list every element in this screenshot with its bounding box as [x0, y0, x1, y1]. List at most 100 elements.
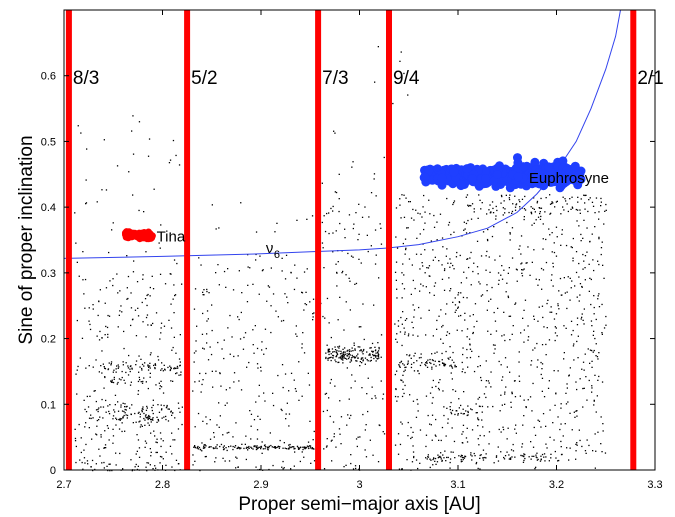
asteroid-point	[425, 362, 427, 364]
asteroid-point	[348, 353, 350, 355]
asteroid-point	[493, 226, 495, 228]
asteroid-point	[152, 322, 154, 325]
asteroid-point	[348, 349, 351, 351]
asteroid-point	[139, 426, 142, 428]
asteroid-point	[225, 389, 227, 391]
asteroid-point	[101, 189, 103, 191]
asteroid-point	[478, 444, 480, 446]
asteroid-point	[201, 442, 203, 444]
asteroid-point	[131, 470, 133, 472]
asteroid-point	[392, 102, 394, 105]
asteroid-point	[148, 424, 150, 426]
asteroid-point	[464, 455, 466, 457]
asteroid-point	[102, 417, 104, 419]
asteroid-point	[404, 238, 407, 240]
asteroid-point	[236, 447, 238, 450]
asteroid-point	[288, 444, 290, 446]
asteroid-point	[416, 360, 418, 362]
asteroid-point	[516, 269, 518, 271]
asteroid-point	[475, 463, 477, 465]
asteroid-point	[588, 444, 590, 447]
asteroid-point	[439, 213, 442, 215]
asteroid-point	[215, 446, 217, 448]
asteroid-point	[261, 441, 263, 443]
asteroid-point	[343, 351, 345, 353]
asteroid-point	[147, 155, 150, 157]
asteroid-point	[146, 294, 148, 297]
asteroid-point	[152, 399, 154, 401]
asteroid-point	[197, 448, 199, 450]
x-tick-label: 3.3	[647, 479, 662, 491]
asteroid-point	[404, 366, 406, 369]
asteroid-point	[126, 287, 128, 289]
asteroid-point	[362, 359, 364, 361]
asteroid-point	[204, 456, 206, 458]
asteroid-point	[592, 334, 594, 336]
asteroid-point	[76, 319, 78, 322]
asteroid-point	[560, 453, 563, 456]
asteroid-point	[485, 255, 487, 257]
asteroid-point	[480, 295, 482, 297]
asteroid-point	[579, 209, 581, 211]
asteroid-point	[580, 198, 582, 200]
asteroid-point	[321, 182, 323, 184]
asteroid-point	[308, 447, 310, 450]
asteroid-point	[209, 438, 212, 440]
asteroid-point	[500, 274, 502, 276]
asteroid-point	[454, 297, 456, 299]
asteroid-point	[435, 385, 437, 388]
asteroid-point	[462, 458, 464, 461]
asteroid-point	[195, 340, 197, 342]
asteroid-point	[418, 357, 421, 359]
asteroid-point	[396, 341, 398, 343]
y-tick-label: 0.4	[41, 202, 56, 214]
asteroid-point	[485, 380, 488, 382]
asteroid-point	[112, 415, 115, 417]
asteroid-point	[170, 327, 173, 329]
asteroid-point	[287, 302, 289, 304]
asteroid-point	[354, 465, 357, 467]
asteroid-point	[597, 431, 599, 433]
asteroid-point	[104, 302, 106, 304]
asteroid-point	[487, 228, 489, 231]
asteroid-point	[540, 267, 543, 270]
asteroid-point	[358, 203, 360, 205]
asteroid-point	[75, 242, 77, 244]
asteroid-point	[164, 368, 166, 370]
asteroid-point	[161, 417, 163, 419]
asteroid-point	[583, 323, 585, 325]
asteroid-point	[485, 269, 487, 271]
asteroid-point	[503, 269, 505, 271]
euphrosyne-family-point	[556, 169, 566, 179]
asteroid-point	[281, 466, 283, 468]
asteroid-point	[96, 201, 98, 203]
asteroid-point	[601, 303, 603, 306]
asteroid-point	[328, 353, 330, 356]
asteroid-point	[173, 367, 175, 370]
asteroid-point	[118, 418, 120, 421]
asteroid-point	[434, 457, 437, 460]
asteroid-point	[353, 223, 355, 225]
asteroid-point	[457, 292, 460, 294]
x-tick-label: 3	[356, 479, 362, 491]
asteroid-point	[588, 263, 590, 265]
asteroid-point	[299, 447, 301, 449]
asteroid-point	[88, 365, 90, 367]
asteroid-point	[554, 339, 556, 342]
asteroid-point	[594, 337, 596, 340]
asteroid-point	[292, 446, 294, 448]
asteroid-point	[341, 356, 343, 358]
asteroid-point	[540, 373, 542, 376]
asteroid-point	[256, 445, 258, 447]
tina-family-point	[122, 233, 130, 241]
asteroid-point	[131, 404, 133, 406]
asteroid-point	[286, 296, 288, 298]
asteroid-point	[108, 362, 110, 364]
asteroid-point	[245, 447, 247, 449]
asteroid-point	[77, 125, 79, 127]
asteroid-point	[148, 366, 150, 368]
asteroid-point	[457, 413, 459, 415]
asteroid-point	[555, 313, 558, 315]
asteroid-point	[479, 457, 481, 459]
asteroid-point	[120, 406, 122, 408]
